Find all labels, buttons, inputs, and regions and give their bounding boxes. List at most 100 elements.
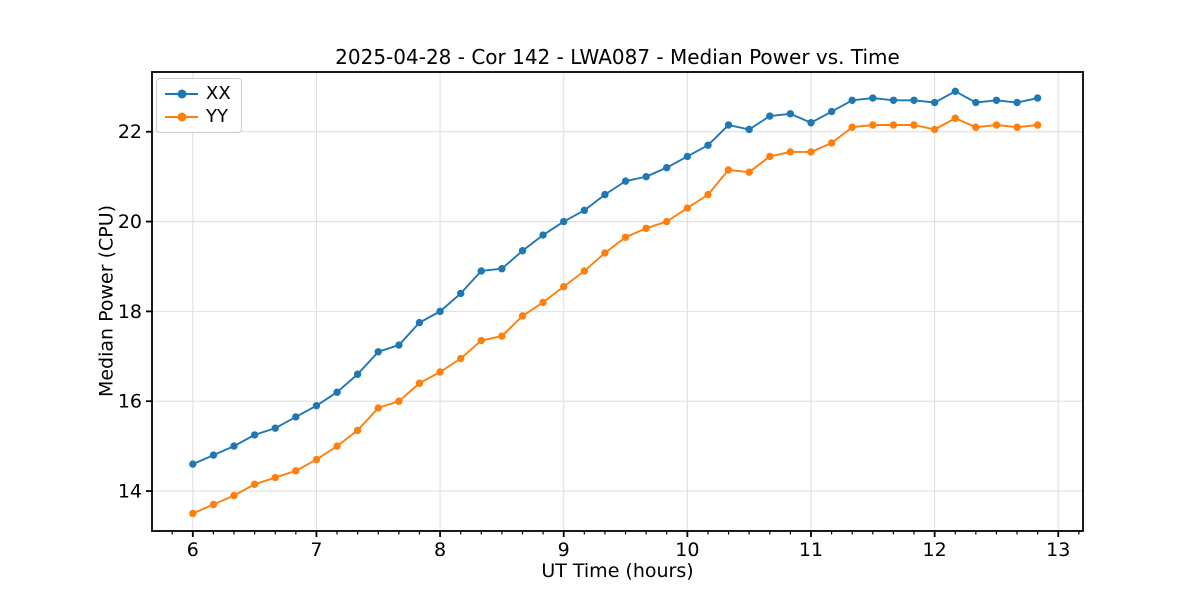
- data-point-yy: [333, 442, 341, 450]
- y-axis-ticks: [146, 130, 152, 492]
- data-point-yy: [951, 114, 959, 122]
- data-point-xx: [1033, 94, 1042, 102]
- data-point-xx: [580, 206, 589, 215]
- data-point-xx: [436, 307, 444, 316]
- data-point-yy: [889, 121, 898, 129]
- legend-label-xx: XX: [206, 83, 231, 104]
- data-point-xx: [848, 96, 856, 104]
- data-point-yy: [312, 455, 321, 464]
- data-point-xx: [209, 451, 218, 459]
- data-point-yy: [271, 473, 279, 482]
- data-point-xx: [189, 460, 197, 468]
- data-point-xx: [1013, 98, 1021, 107]
- data-point-yy: [786, 148, 795, 156]
- data-point-yy: [992, 121, 1001, 129]
- data-point-yy: [663, 217, 671, 226]
- data-point-xx: [374, 348, 382, 356]
- data-point-xx: [992, 96, 1001, 104]
- data-point-xx: [972, 98, 980, 107]
- y-axis-tick-labels: 14 16 18 20 22: [118, 121, 142, 502]
- data-point-xx: [601, 190, 609, 199]
- x-axis-label: UT Time (hours): [541, 560, 694, 582]
- data-point-yy: [827, 139, 836, 147]
- data-point-xx: [292, 413, 300, 421]
- data-point-yy: [436, 368, 444, 376]
- chart-title: 2025-04-28 - Cor 142 - LWA087 - Median P…: [335, 45, 900, 69]
- series-xx: [189, 87, 1042, 468]
- data-point-yy: [477, 336, 485, 345]
- data-point-xx: [621, 177, 630, 185]
- y-tick-label: 14: [118, 481, 142, 503]
- data-point-yy: [910, 121, 918, 129]
- data-point-yy: [457, 354, 465, 363]
- series-yy: [189, 114, 1042, 518]
- x-tick-label: 11: [799, 539, 823, 561]
- data-point-yy: [209, 500, 218, 509]
- y-tick-label: 16: [118, 391, 142, 413]
- legend-line-marker-yy-icon: [165, 112, 198, 122]
- data-point-xx: [250, 431, 259, 439]
- legend-label-yy: YY: [206, 106, 228, 127]
- data-point-xx: [560, 217, 568, 226]
- data-point-xx: [642, 172, 650, 181]
- data-point-xx: [663, 163, 671, 172]
- x-tick-label: 12: [923, 539, 947, 561]
- data-point-yy: [292, 467, 300, 475]
- data-point-xx: [353, 370, 362, 378]
- x-tick-label: 6: [187, 539, 199, 561]
- data-point-xx: [415, 318, 424, 327]
- data-point-xx: [807, 119, 815, 127]
- data-point-xx: [457, 289, 465, 298]
- data-point-yy: [395, 397, 403, 405]
- x-tick-label: 8: [434, 539, 446, 561]
- data-point-xx: [930, 98, 939, 107]
- y-tick-label: 20: [118, 211, 142, 233]
- data-point-yy: [807, 148, 815, 156]
- data-point-xx: [889, 96, 898, 104]
- data-point-yy: [848, 123, 856, 131]
- y-tick-label: 18: [118, 301, 142, 323]
- legend-line-marker-xx-icon: [165, 89, 198, 99]
- grid: [152, 72, 1083, 531]
- x-tick-label: 9: [558, 539, 570, 561]
- data-point-xx: [869, 94, 877, 102]
- data-point-xx: [786, 110, 795, 118]
- data-point-yy: [189, 509, 197, 518]
- data-point-xx: [724, 121, 733, 129]
- data-point-xx: [477, 267, 485, 275]
- data-point-xx: [827, 107, 836, 116]
- y-axis-label-text: Median Power (CPU): [95, 204, 118, 398]
- data-point-yy: [930, 125, 939, 134]
- data-point-xx: [766, 112, 774, 120]
- data-point-yy: [539, 298, 547, 307]
- y-tick-label: 22: [118, 121, 142, 143]
- axes-frame: [151, 71, 1084, 532]
- data-point-yy: [374, 404, 382, 412]
- data-point-yy: [415, 379, 424, 387]
- data-point-xx: [539, 231, 547, 239]
- data-point-xx: [312, 401, 321, 410]
- data-point-xx: [230, 442, 238, 450]
- data-point-xx: [704, 141, 712, 149]
- data-point-xx: [395, 341, 403, 349]
- data-point-yy: [560, 282, 568, 291]
- data-point-xx: [683, 152, 692, 161]
- data-point-yy: [745, 168, 753, 176]
- data-point-yy: [704, 190, 712, 199]
- data-point-yy: [601, 249, 609, 257]
- legend-item-yy: YY: [165, 107, 231, 127]
- data-point-yy: [1033, 121, 1042, 129]
- x-axis-tick-labels: 6 7 8 9 10 11 12 13: [187, 539, 1071, 561]
- data-point-yy: [766, 152, 774, 161]
- data-point-yy: [972, 123, 980, 131]
- data-point-xx: [498, 265, 506, 273]
- data-point-yy: [353, 426, 362, 435]
- data-point-xx: [910, 96, 918, 104]
- data-point-yy: [580, 267, 589, 275]
- data-point-xx: [951, 87, 959, 96]
- data-point-yy: [683, 204, 692, 212]
- data-point-yy: [642, 224, 650, 232]
- x-axis-ticks: [171, 531, 1080, 537]
